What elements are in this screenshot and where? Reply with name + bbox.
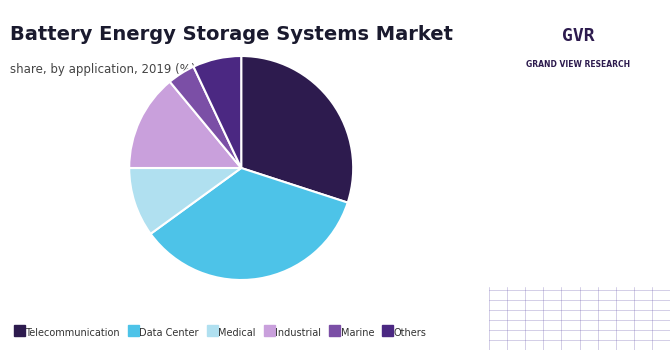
Legend: Telecommunication, Data Center, Medical, Industrial, Marine, Others: Telecommunication, Data Center, Medical,… <box>10 324 430 342</box>
Text: Global Market Size,
2019: Global Market Size, 2019 <box>519 189 640 217</box>
Text: GRAND VIEW RESEARCH: GRAND VIEW RESEARCH <box>526 60 630 69</box>
Text: $3.4B: $3.4B <box>531 126 628 154</box>
Wedge shape <box>194 56 241 168</box>
Text: share, by application, 2019 (%): share, by application, 2019 (%) <box>10 63 195 76</box>
Text: Battery Energy Storage Systems Market: Battery Energy Storage Systems Market <box>10 25 453 43</box>
Wedge shape <box>151 168 348 280</box>
Wedge shape <box>129 168 241 234</box>
Wedge shape <box>170 66 241 168</box>
Text: Source:
www.grandviewresearch.com: Source: www.grandviewresearch.com <box>504 294 648 315</box>
Wedge shape <box>129 82 241 168</box>
Text: GVR: GVR <box>561 27 594 45</box>
Wedge shape <box>241 56 353 203</box>
